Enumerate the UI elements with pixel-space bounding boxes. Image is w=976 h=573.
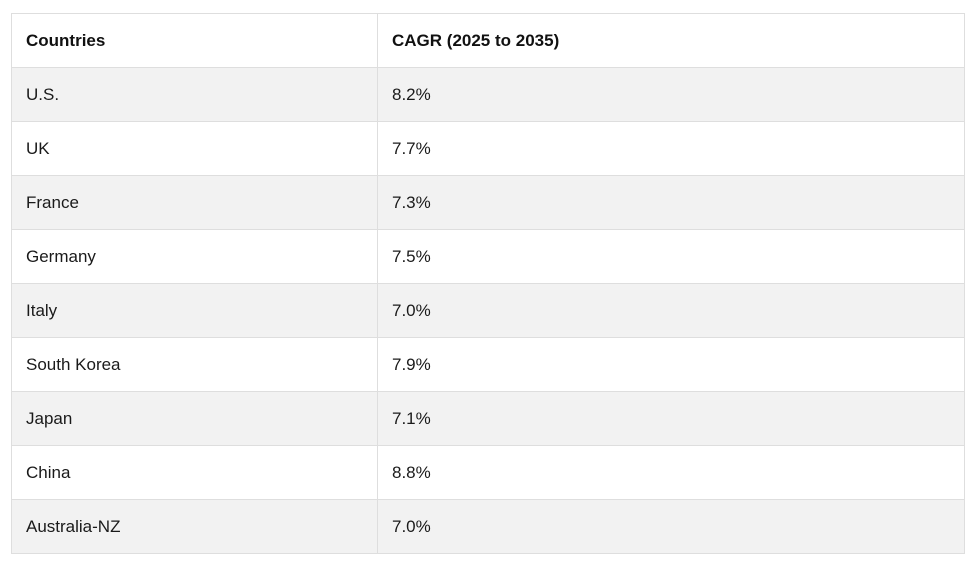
- country-cell: Australia-NZ: [11, 499, 378, 554]
- cagr-cell: 7.0%: [377, 283, 965, 338]
- table-row: Australia-NZ 7.0%: [11, 499, 965, 554]
- cagr-cell: 7.3%: [377, 175, 965, 230]
- cagr-cell: 7.9%: [377, 337, 965, 392]
- table-row: South Korea 7.9%: [11, 337, 965, 392]
- country-cell: UK: [11, 121, 378, 176]
- cagr-cell: 8.2%: [377, 67, 965, 122]
- table-row: France 7.3%: [11, 175, 965, 230]
- country-cell: South Korea: [11, 337, 378, 392]
- table-row: Italy 7.0%: [11, 283, 965, 338]
- cagr-cell: 8.8%: [377, 445, 965, 500]
- cagr-cell: 7.5%: [377, 229, 965, 284]
- cagr-table: Countries CAGR (2025 to 2035) U.S. 8.2% …: [11, 13, 965, 554]
- table-row: UK 7.7%: [11, 121, 965, 176]
- country-cell: France: [11, 175, 378, 230]
- table-body: U.S. 8.2% UK 7.7% France 7.3% Germany 7.…: [11, 67, 965, 554]
- table-header: Countries CAGR (2025 to 2035): [11, 13, 965, 68]
- cagr-cell: 7.7%: [377, 121, 965, 176]
- country-cell: Italy: [11, 283, 378, 338]
- country-cell: Japan: [11, 391, 378, 446]
- country-cell: U.S.: [11, 67, 378, 122]
- header-cagr: CAGR (2025 to 2035): [377, 13, 965, 68]
- header-row: Countries CAGR (2025 to 2035): [11, 13, 965, 68]
- country-cell: China: [11, 445, 378, 500]
- cagr-cell: 7.0%: [377, 499, 965, 554]
- table-row: China 8.8%: [11, 445, 965, 500]
- cagr-cell: 7.1%: [377, 391, 965, 446]
- table-row: Japan 7.1%: [11, 391, 965, 446]
- header-countries: Countries: [11, 13, 378, 68]
- cagr-table-container: Countries CAGR (2025 to 2035) U.S. 8.2% …: [11, 13, 965, 554]
- country-cell: Germany: [11, 229, 378, 284]
- table-row: U.S. 8.2%: [11, 67, 965, 122]
- table-row: Germany 7.5%: [11, 229, 965, 284]
